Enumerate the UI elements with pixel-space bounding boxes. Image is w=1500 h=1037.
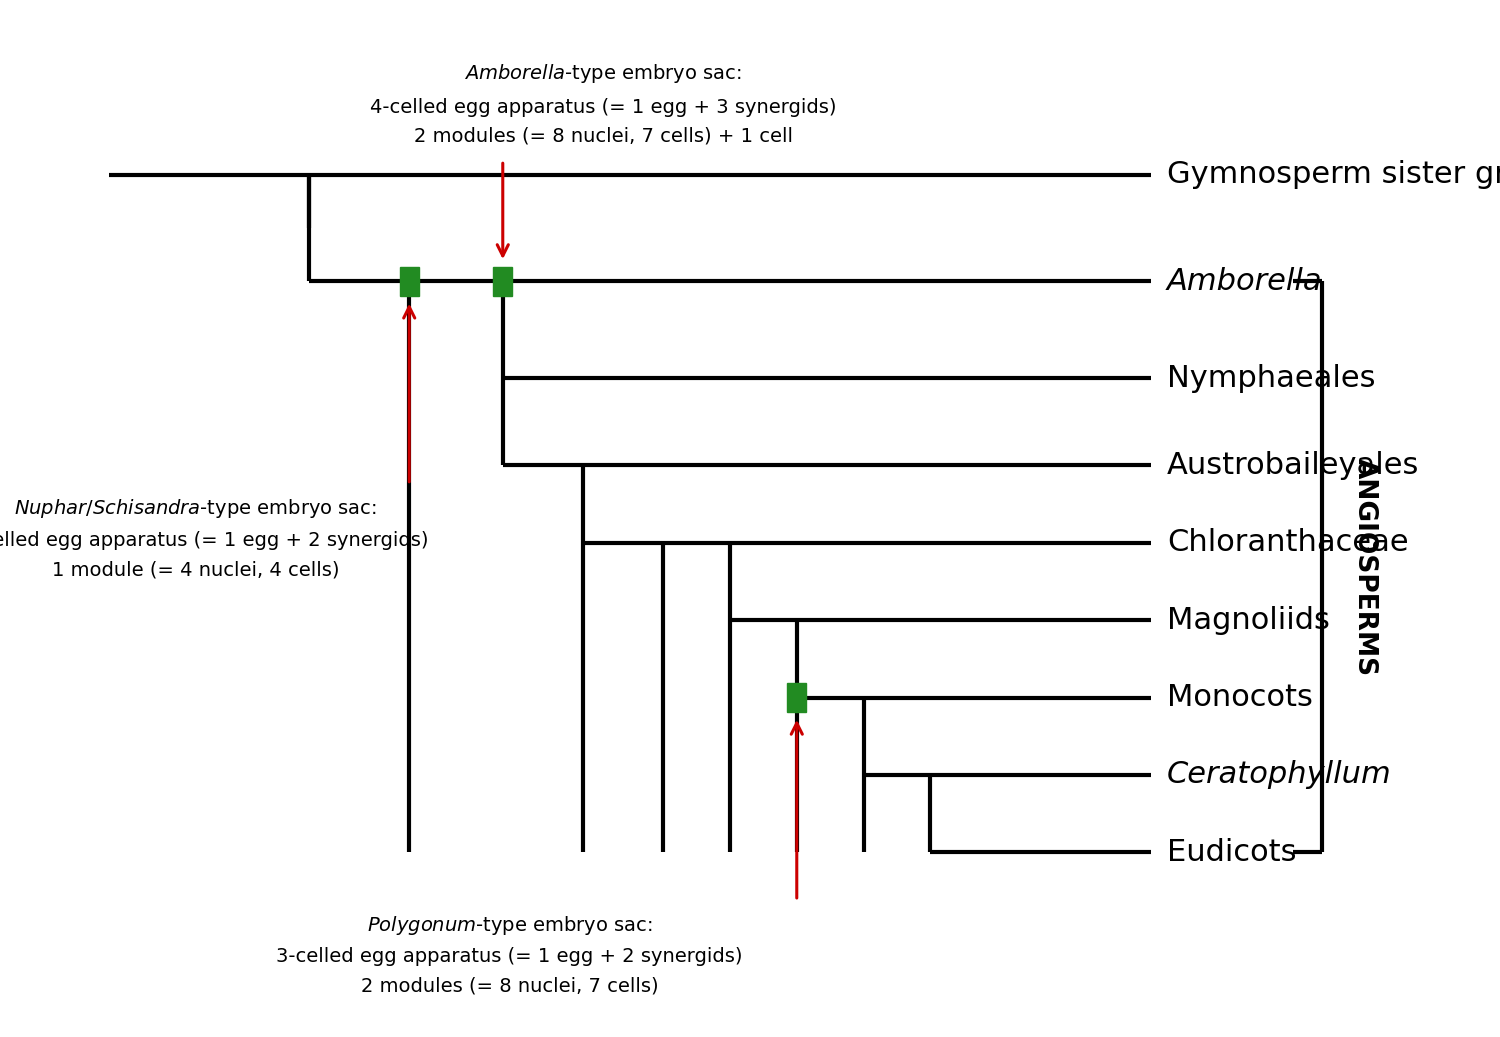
Text: 3-celled egg apparatus (= 1 egg + 2 synergids): 3-celled egg apparatus (= 1 egg + 2 syne…	[276, 948, 742, 966]
Text: ANGIOSPERMS: ANGIOSPERMS	[1352, 457, 1377, 676]
Text: Austrobaileyales: Austrobaileyales	[1167, 451, 1419, 480]
Text: Eudicots: Eudicots	[1167, 838, 1296, 867]
Text: $\mathit{Amborella}$-type embryo sac:: $\mathit{Amborella}$-type embryo sac:	[465, 62, 741, 85]
Text: 2 modules (= 8 nuclei, 7 cells): 2 modules (= 8 nuclei, 7 cells)	[360, 977, 658, 996]
Bar	[494, 267, 512, 296]
Bar	[788, 683, 806, 712]
Text: 1 module (= 4 nuclei, 4 cells): 1 module (= 4 nuclei, 4 cells)	[51, 560, 339, 580]
Text: Gymnosperm sister group: Gymnosperm sister group	[1167, 161, 1500, 190]
Text: 2 modules (= 8 nuclei, 7 cells) + 1 cell: 2 modules (= 8 nuclei, 7 cells) + 1 cell	[414, 127, 792, 145]
Text: 4-celled egg apparatus (= 1 egg + 3 synergids): 4-celled egg apparatus (= 1 egg + 3 syne…	[369, 97, 837, 116]
Text: Chloranthaceae: Chloranthaceae	[1167, 528, 1408, 557]
Bar	[400, 267, 418, 296]
Text: Monocots: Monocots	[1167, 683, 1312, 712]
Text: $\mathit{Polygonum}$-type embryo sac:: $\mathit{Polygonum}$-type embryo sac:	[366, 914, 652, 936]
Text: 3-celled egg apparatus (= 1 egg + 2 synergids): 3-celled egg apparatus (= 1 egg + 2 syne…	[0, 531, 429, 551]
Text: Magnoliids: Magnoliids	[1167, 606, 1330, 635]
Text: $\mathit{Nuphar/Schisandra}$-type embryo sac:: $\mathit{Nuphar/Schisandra}$-type embryo…	[13, 498, 376, 521]
Text: Ceratophyllum: Ceratophyllum	[1167, 760, 1392, 789]
Text: Nymphaeales: Nymphaeales	[1167, 364, 1376, 393]
Text: Amborella: Amborella	[1167, 267, 1323, 296]
